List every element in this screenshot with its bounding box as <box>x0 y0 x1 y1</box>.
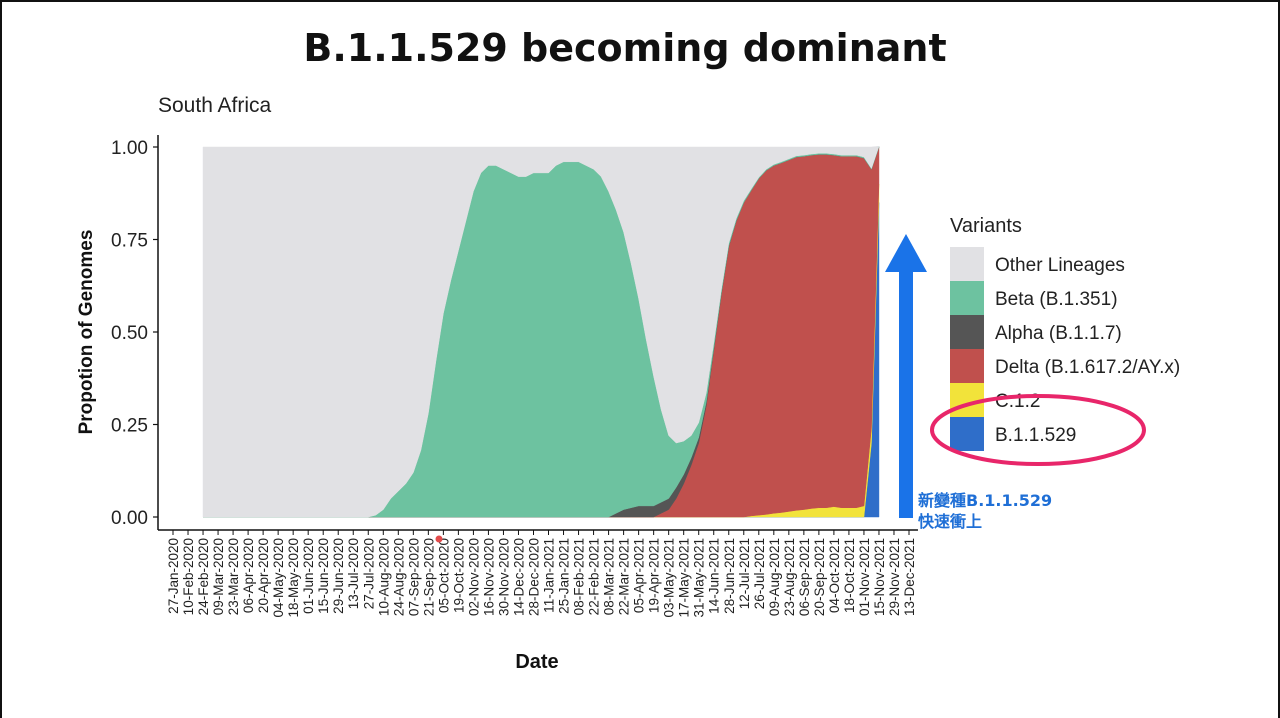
legend-swatch-other-lineages <box>950 247 984 281</box>
x-tick-label: 26-Jul-2021 <box>752 538 767 609</box>
x-tick-label: 03-May-2021 <box>662 538 677 618</box>
arrow-up-icon <box>885 234 927 272</box>
x-tick-label: 04-Oct-2021 <box>827 538 842 613</box>
x-tick-label: 20-Sep-2021 <box>812 538 827 616</box>
legend-label-alpha-b-1-1-7: Alpha (B.1.1.7) <box>995 323 1122 344</box>
legend-swatch-b-1-1-529 <box>950 417 984 451</box>
y-tick-label: 0.25 <box>111 416 148 437</box>
x-tick-label: 22-Feb-2021 <box>587 538 602 615</box>
x-tick-label: 29-Nov-2021 <box>887 538 902 616</box>
x-tick-label: 13-Jul-2020 <box>346 538 361 609</box>
x-tick-label: 16-Nov-2020 <box>481 538 496 616</box>
x-tick-label: 11-Jan-2021 <box>542 538 557 613</box>
x-tick-label: 18-May-2020 <box>286 538 301 618</box>
legend-title: Variants <box>950 215 1022 237</box>
x-tick-label: 08-Feb-2021 <box>572 538 587 615</box>
x-tick-label: 30-Nov-2020 <box>496 538 511 616</box>
axes: 0.00 0.25 0.50 0.75 1.00 27-Jan-2020 10-Feb-20… <box>111 135 918 618</box>
legend-swatch-beta-b-1-351 <box>950 281 984 315</box>
plot-area <box>202 145 880 518</box>
area-other-lineages <box>202 145 880 518</box>
x-tick-label: 06-Sep-2021 <box>797 538 812 616</box>
x-tick-label: 24-Feb-2020 <box>196 538 211 615</box>
x-tick-label: 15-Jun-2020 <box>316 538 331 614</box>
legend-label-b-1-1-529: B.1.1.529 <box>995 425 1076 446</box>
x-tick-label: 01-Jun-2020 <box>301 538 316 614</box>
x-tick-label: 24-Aug-2020 <box>391 538 406 616</box>
x-tick-label: 02-Nov-2020 <box>466 538 481 616</box>
x-tick-label: 14-Dec-2020 <box>511 538 526 616</box>
chart-subtitle: South Africa <box>158 94 272 117</box>
x-tick-label: 28-Jun-2021 <box>722 538 737 614</box>
x-tick-label: 09-Mar-2020 <box>211 538 226 615</box>
y-tick-label: 1.00 <box>111 138 148 159</box>
x-tick-label: 28-Dec-2020 <box>526 538 541 616</box>
annotation-text: 新變種B.1.1.529 快速衝上 <box>918 490 1052 532</box>
x-tick-label: 22-Mar-2021 <box>617 538 632 615</box>
x-tick-label: 23-Mar-2020 <box>226 538 241 615</box>
y-axis-label: Propotion of Genomes <box>76 230 97 435</box>
annotations <box>435 234 1146 543</box>
legend-swatch-delta-b-1-617-2-ay-x <box>950 349 984 383</box>
x-tick-label: 04-May-2020 <box>271 538 286 618</box>
legend-label-other-lineages: Other Lineages <box>995 255 1125 276</box>
marker-dot <box>435 535 443 543</box>
page-title: B.1.1.529 becoming dominant <box>303 26 947 70</box>
x-tick-label: 10-Aug-2020 <box>376 538 391 616</box>
x-tick-label: 13-Dec-2021 <box>902 538 917 616</box>
x-tick-label: 20-Apr-2020 <box>256 538 271 613</box>
x-tick-label: 19-Oct-2020 <box>451 538 466 613</box>
x-tick-label: 23-Aug-2021 <box>782 538 797 616</box>
legend-swatch-alpha-b-1-1-7 <box>950 315 984 349</box>
x-tick-label: 18-Oct-2021 <box>842 538 857 613</box>
y-tick-label: 0.50 <box>111 323 148 344</box>
x-tick-label: 05-Apr-2021 <box>632 538 647 613</box>
x-tick-label: 05-Oct-2020 <box>436 538 451 613</box>
highlight-circle <box>930 394 1146 466</box>
x-tick-label: 27-Jul-2020 <box>361 538 376 609</box>
legend-label-delta-b-1-617-2-ay-x: Delta (B.1.617.2/AY.x) <box>995 357 1180 378</box>
x-tick-label: 25-Jan-2021 <box>557 538 572 614</box>
x-tick-label: 01-Nov-2021 <box>857 538 872 616</box>
x-tick-label: 14-Jun-2021 <box>707 538 722 614</box>
legend: Variants Other Lineages Beta (B.1.351) Alp… <box>950 215 1180 451</box>
x-tick-label: 07-Sep-2020 <box>406 538 421 616</box>
legend-label-beta-b-1-351: Beta (B.1.351) <box>995 289 1118 310</box>
x-tick-label: 08-Mar-2021 <box>602 538 617 615</box>
x-tick-label: 27-Jan-2020 <box>166 538 181 614</box>
annotation-line-1: 新變種B.1.1.529 <box>918 491 1053 510</box>
y-tick-label: 0.75 <box>111 231 148 252</box>
x-tick-label: 15-Nov-2021 <box>872 538 887 616</box>
annotation-line-2: 快速衝上 <box>918 512 983 531</box>
x-tick-label: 19-Apr-2021 <box>647 538 662 613</box>
x-tick-label: 21-Sep-2020 <box>421 538 436 616</box>
x-tick-label: 31-May-2021 <box>692 538 707 618</box>
x-tick-label: 10-Feb-2020 <box>181 538 196 615</box>
y-tick-label: 0.00 <box>111 508 148 529</box>
x-tick-label: 06-Apr-2020 <box>241 538 256 613</box>
x-tick-label: 29-Jun-2020 <box>331 538 346 614</box>
x-tick-label: 12-Jul-2021 <box>737 538 752 609</box>
x-axis-label: Date <box>515 651 558 673</box>
arrow-shaft <box>899 270 913 518</box>
x-tick-label: 09-Aug-2021 <box>767 538 782 616</box>
x-tick-label: 17-May-2021 <box>677 538 692 618</box>
